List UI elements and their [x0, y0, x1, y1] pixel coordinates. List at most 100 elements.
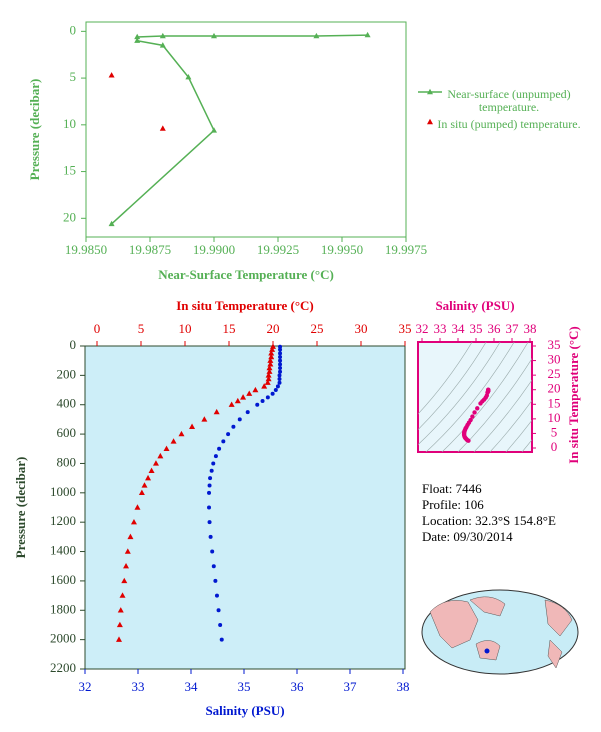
- y-tick-label: 10: [63, 116, 76, 131]
- y-axis-label: In situ Temperature (°C): [566, 326, 581, 464]
- data-point: [213, 454, 218, 459]
- data-point: [278, 344, 283, 349]
- data-point: [265, 372, 272, 378]
- y-tick-label: 25: [548, 366, 561, 381]
- data-point: [211, 32, 217, 39]
- y-tick-label: 20: [63, 209, 76, 224]
- y-tick-label: 200: [57, 366, 77, 381]
- data-point: [252, 386, 259, 393]
- data-point: [261, 383, 268, 389]
- data-point: [221, 439, 226, 444]
- x-tick-label: 36: [291, 679, 305, 694]
- data-point: [218, 622, 223, 627]
- data-point: [123, 563, 130, 569]
- data-point: [201, 416, 208, 422]
- density-contour: [521, 439, 532, 452]
- x2-tick-label: 20: [267, 321, 280, 336]
- data-point: [217, 446, 222, 451]
- data-point: [313, 32, 320, 39]
- density-contour: [505, 419, 532, 452]
- data-point: [211, 564, 216, 569]
- x-tick-label: 35: [238, 679, 251, 694]
- data-point: [209, 468, 214, 473]
- data-point: [134, 37, 141, 43]
- data-point: [138, 489, 145, 496]
- data-point: [228, 401, 235, 407]
- density-contour: [425, 342, 515, 452]
- data-point: [178, 430, 185, 437]
- y-tick-label: 1800: [50, 601, 76, 616]
- data-point: [219, 637, 224, 642]
- y-tick-label: 2200: [50, 660, 76, 675]
- y-tick-label: 15: [548, 395, 561, 410]
- data-point: [145, 474, 152, 481]
- x-tick-label: 32: [416, 321, 429, 336]
- data-point: [277, 377, 282, 382]
- data-point: [170, 438, 177, 444]
- x-tick-label: 19.9850: [65, 242, 107, 257]
- data-point: [264, 379, 271, 385]
- data-point: [245, 410, 250, 415]
- float-info: Location: 32.3°S 154.8°E: [422, 513, 556, 528]
- data-point: [266, 368, 273, 374]
- data-point: [268, 350, 275, 356]
- data-point: [207, 520, 212, 525]
- data-point: [207, 505, 212, 510]
- data-point: [163, 445, 170, 451]
- data-point: [121, 577, 128, 584]
- map: [421, 589, 579, 675]
- data-point: [208, 534, 213, 539]
- plot-frame: [85, 21, 407, 238]
- x-tick-label: 35: [470, 321, 483, 336]
- y-tick-label: 2000: [50, 631, 76, 646]
- data-point: [278, 362, 283, 367]
- float-info: Profile: 106: [422, 497, 484, 512]
- data-point: [472, 410, 477, 415]
- y-tick-label: 35: [548, 337, 561, 352]
- data-point: [237, 417, 242, 422]
- y-tick-label: 1000: [50, 484, 76, 499]
- data-point: [364, 31, 371, 38]
- x2-tick-label: 25: [311, 321, 324, 336]
- x-tick-label: 34: [185, 679, 199, 694]
- data-point: [270, 391, 275, 396]
- data-point: [116, 621, 123, 628]
- x-axis-label: Salinity (PSU): [205, 703, 284, 718]
- x2-tick-label: 35: [399, 321, 412, 336]
- density-contour: [441, 342, 529, 452]
- data-point: [130, 518, 137, 525]
- data-point: [211, 127, 217, 133]
- x-tick-label: 33: [132, 679, 145, 694]
- y-tick-label: 800: [57, 454, 77, 469]
- x-axis-label: Near-Surface Temperature (°C): [158, 267, 334, 282]
- data-point: [234, 397, 241, 404]
- x-tick-label: 37: [344, 679, 358, 694]
- x-tick-label: 36: [488, 321, 502, 336]
- data-point: [216, 608, 221, 613]
- data-point: [127, 533, 134, 540]
- data-point: [427, 88, 433, 95]
- y-tick-label: 5: [70, 69, 77, 84]
- float-info: Float: 7446: [422, 481, 482, 496]
- y-tick-label: 400: [57, 396, 77, 411]
- data-point: [214, 593, 219, 598]
- y-tick-label: 10: [548, 410, 561, 425]
- data-point: [159, 32, 166, 39]
- x-tick-label: 19.9900: [193, 242, 235, 257]
- x-tick-label: 19.9875: [129, 242, 171, 257]
- float-info: Date: 09/30/2014: [422, 529, 513, 544]
- y-tick-label: 15: [63, 163, 76, 178]
- x-tick-label: 19.9975: [385, 242, 427, 257]
- data-point: [134, 33, 141, 40]
- data-point: [277, 373, 282, 378]
- y-tick-label: 5: [551, 424, 558, 439]
- data-point: [268, 353, 275, 360]
- x-tick-label: 37: [506, 321, 520, 336]
- data-point: [278, 369, 283, 374]
- data-point: [211, 461, 216, 466]
- data-point: [278, 358, 283, 363]
- data-point: [475, 406, 480, 411]
- density-contour: [418, 342, 487, 431]
- data-point: [246, 390, 253, 396]
